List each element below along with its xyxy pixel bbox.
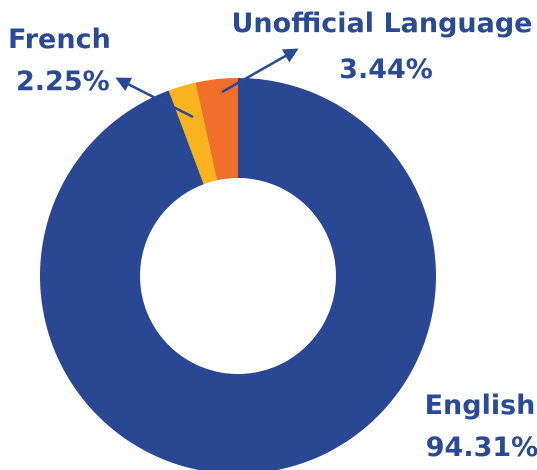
slice [168, 82, 217, 185]
annotation-arrow [221, 48, 299, 94]
slice-value-label: 2.25% [16, 66, 110, 97]
slice [40, 78, 436, 470]
slice [195, 78, 238, 181]
slices [40, 78, 436, 470]
slice-value-label: 3.44% [339, 54, 433, 85]
slice-label: French [8, 24, 111, 55]
slice-label: Unofficial Language [232, 8, 533, 39]
slice-value-label: 94.31% [426, 432, 537, 463]
slice-label: English [425, 390, 536, 421]
annotation-arrow [115, 77, 194, 119]
